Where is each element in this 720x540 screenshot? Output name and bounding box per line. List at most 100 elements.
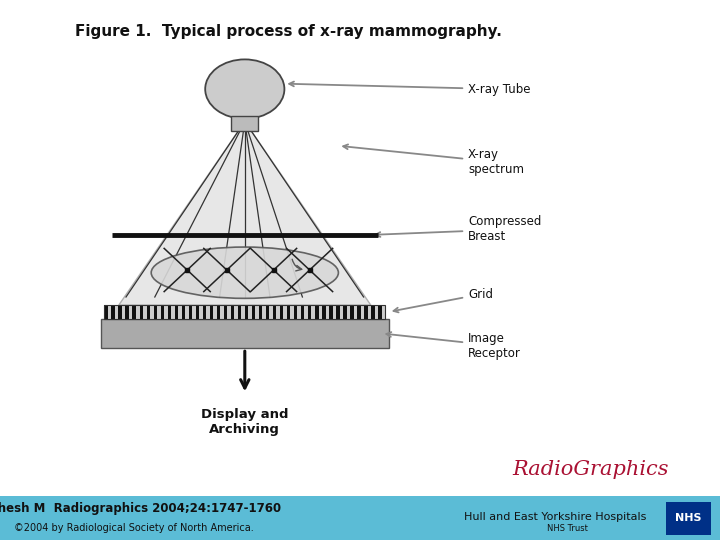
Bar xyxy=(301,305,305,319)
Polygon shape xyxy=(119,122,371,305)
Text: Figure 1.  Typical process of x-ray mammography.: Figure 1. Typical process of x-ray mammo… xyxy=(75,24,501,39)
Bar xyxy=(150,305,153,319)
Bar xyxy=(343,305,346,319)
Bar xyxy=(189,305,192,319)
Bar xyxy=(266,305,269,319)
Bar xyxy=(290,305,294,319)
Bar xyxy=(119,305,122,319)
Bar xyxy=(273,305,276,319)
Bar xyxy=(322,305,325,319)
Bar xyxy=(364,305,368,319)
Bar xyxy=(224,305,228,319)
Bar xyxy=(210,305,213,319)
Bar xyxy=(259,305,262,319)
Bar xyxy=(280,305,284,319)
Bar xyxy=(357,305,361,319)
Bar xyxy=(153,305,157,319)
Text: Mahesh M  Radiographics 2004;24:1747-1760: Mahesh M Radiographics 2004;24:1747-1760 xyxy=(0,502,282,515)
Bar xyxy=(230,305,234,319)
Bar xyxy=(284,305,287,319)
Bar xyxy=(312,305,315,319)
Bar xyxy=(168,305,171,319)
Bar xyxy=(333,305,336,319)
Bar xyxy=(147,305,150,319)
Bar xyxy=(181,305,185,319)
Bar xyxy=(315,305,318,319)
Bar xyxy=(108,305,112,319)
Text: Grid: Grid xyxy=(394,288,493,312)
Circle shape xyxy=(205,59,284,119)
Bar xyxy=(192,305,196,319)
Bar xyxy=(132,305,136,319)
Bar xyxy=(164,305,168,319)
Bar xyxy=(276,305,280,319)
Ellipse shape xyxy=(151,247,338,298)
Text: Compressed
Breast: Compressed Breast xyxy=(376,215,541,244)
Bar xyxy=(368,305,372,319)
Bar xyxy=(308,305,312,319)
Bar xyxy=(136,305,140,319)
Bar xyxy=(666,502,711,535)
Bar xyxy=(101,319,389,348)
Bar xyxy=(294,305,297,319)
Bar xyxy=(262,305,266,319)
Bar xyxy=(354,305,357,319)
Bar xyxy=(252,305,256,319)
Bar xyxy=(104,305,108,319)
Bar xyxy=(143,305,147,319)
Bar xyxy=(241,305,245,319)
Bar xyxy=(346,305,350,319)
Bar xyxy=(157,305,161,319)
Bar xyxy=(350,305,354,319)
Bar xyxy=(203,305,206,319)
Bar xyxy=(287,305,290,319)
Bar xyxy=(125,305,129,319)
Text: X-ray Tube: X-ray Tube xyxy=(289,82,531,96)
Bar xyxy=(382,305,385,319)
Text: Hull and East Yorkshire Hospitals: Hull and East Yorkshire Hospitals xyxy=(464,512,647,522)
Bar xyxy=(171,305,175,319)
Bar xyxy=(378,305,382,319)
Bar xyxy=(228,305,231,319)
Bar xyxy=(374,305,378,319)
Text: NHS Trust: NHS Trust xyxy=(547,524,588,532)
Bar xyxy=(231,116,258,131)
Bar xyxy=(213,305,217,319)
Bar xyxy=(196,305,199,319)
Bar xyxy=(122,305,125,319)
Bar xyxy=(161,305,164,319)
Bar xyxy=(140,305,143,319)
Bar xyxy=(104,305,385,319)
Bar xyxy=(305,305,308,319)
Bar xyxy=(234,305,238,319)
Bar xyxy=(217,305,220,319)
Text: Display and
Archiving: Display and Archiving xyxy=(201,408,289,436)
Bar xyxy=(336,305,340,319)
Bar xyxy=(220,305,224,319)
Bar xyxy=(115,305,118,319)
Bar xyxy=(129,305,132,319)
Bar xyxy=(269,305,273,319)
Bar xyxy=(199,305,203,319)
Text: NHS: NHS xyxy=(675,514,701,523)
Bar xyxy=(248,305,252,319)
Bar xyxy=(297,305,301,319)
Bar xyxy=(185,305,189,319)
Bar xyxy=(325,305,329,319)
Bar xyxy=(245,305,248,319)
Text: ©2004 by Radiological Society of North America.: ©2004 by Radiological Society of North A… xyxy=(14,523,254,533)
Bar xyxy=(0,496,720,540)
Text: RadioGraphics: RadioGraphics xyxy=(512,460,669,480)
Text: X-ray
spectrum: X-ray spectrum xyxy=(343,144,524,176)
Bar xyxy=(361,305,364,319)
Bar xyxy=(329,305,333,319)
Bar xyxy=(175,305,178,319)
Bar xyxy=(178,305,181,319)
Bar xyxy=(112,305,115,319)
Bar xyxy=(372,305,374,319)
Bar xyxy=(238,305,241,319)
Text: Image
Receptor: Image Receptor xyxy=(387,332,521,360)
Bar xyxy=(340,305,343,319)
Bar xyxy=(206,305,210,319)
Bar xyxy=(256,305,259,319)
